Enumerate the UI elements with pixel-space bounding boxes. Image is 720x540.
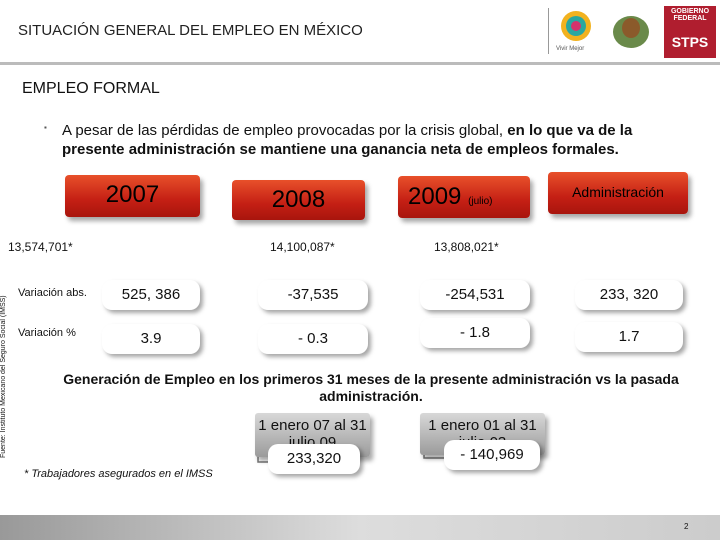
footer-bar xyxy=(0,515,720,540)
col-header: Administración xyxy=(548,172,688,214)
gov-label: GOBIERNO FEDERAL xyxy=(670,8,710,22)
cell: 525, 386 xyxy=(102,280,200,310)
section-title: EMPLEO FORMAL xyxy=(22,80,160,97)
cell: -254,531 xyxy=(420,280,530,310)
cell: - 1.8 xyxy=(420,318,530,348)
logo xyxy=(561,11,591,41)
comparison-title: Generación de Empleo en los primeros 31 … xyxy=(63,371,679,404)
col-header-text: 2009 xyxy=(408,183,462,210)
period-value: - 140,969 xyxy=(444,440,540,470)
bullet-mark: ▪ xyxy=(44,123,47,132)
cell: - 0.3 xyxy=(258,324,368,354)
col-header: 2008 xyxy=(232,180,365,220)
col-header-note: (julio) xyxy=(468,196,493,207)
cell: 1.7 xyxy=(575,322,683,352)
page-number: 2 xyxy=(684,522,689,531)
row-label: Variación % xyxy=(18,327,76,339)
gov-badge xyxy=(664,6,716,58)
total: 14,100,087* xyxy=(270,240,335,254)
agency-label: STPS xyxy=(671,34,709,50)
col-header: 2009 (julio) xyxy=(398,176,530,218)
footnote: * Trabajadores asegurados en el IMSS xyxy=(24,468,213,480)
bullet-bold: en lo que va de la presente administraci… xyxy=(62,122,633,158)
cell: 3.9 xyxy=(102,324,200,354)
divider xyxy=(548,8,549,54)
cell: -37,535 xyxy=(258,280,368,310)
logo-caption: Vivir Mejor xyxy=(556,46,585,52)
emblem xyxy=(613,16,649,48)
bullet-text: A pesar de las pérdidas de empleo provoc… xyxy=(62,122,508,139)
total: 13,808,021* xyxy=(434,240,499,254)
bullet: A pesar de las pérdidas de empleo provoc… xyxy=(62,121,692,159)
header-bar xyxy=(0,0,720,65)
row-label: Variación abs. xyxy=(18,287,87,299)
slide-title: SITUACIÓN GENERAL DEL EMPLEO EN MÉXICO xyxy=(18,22,363,39)
period-value: 233,320 xyxy=(268,444,360,474)
cell: 233, 320 xyxy=(575,280,683,310)
col-header: 2007 xyxy=(65,175,200,217)
total: 13,574,701* xyxy=(8,240,73,254)
